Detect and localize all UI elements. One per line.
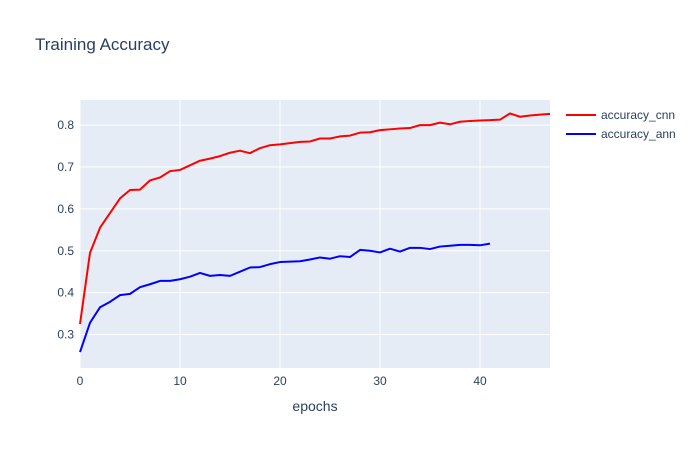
legend-item-accuracy_ann[interactable]: accuracy_ann bbox=[566, 127, 676, 141]
y-tick-label: 0.4 bbox=[57, 286, 74, 300]
series-layer bbox=[79, 112, 551, 353]
y-tick-label: 0.6 bbox=[57, 202, 74, 216]
series-line-accuracy_ann bbox=[79, 242, 491, 353]
x-tick-label: 0 bbox=[77, 374, 84, 388]
x-axis-ticks: 0 10 20 30 40 bbox=[77, 374, 487, 388]
y-tick-label: 0.3 bbox=[57, 328, 74, 342]
legend-item-accuracy_cnn[interactable]: accuracy_cnn bbox=[566, 108, 675, 122]
series-line-accuracy_cnn bbox=[79, 112, 551, 325]
y-axis-ticks: 0.3 0.4 0.5 0.6 0.7 0.8 bbox=[57, 118, 74, 341]
legend-label: accuracy_ann bbox=[601, 127, 676, 141]
chart-title: Training Accuracy bbox=[35, 35, 170, 54]
x-tick-label: 20 bbox=[273, 374, 287, 388]
legend-label: accuracy_cnn bbox=[601, 108, 675, 122]
y-gridlines bbox=[80, 124, 550, 335]
y-tick-label: 0.7 bbox=[57, 160, 74, 174]
x-tick-label: 10 bbox=[173, 374, 187, 388]
y-tick-label: 0.5 bbox=[57, 244, 74, 258]
x-axis-title: epochs bbox=[292, 398, 337, 414]
y-tick-label: 0.8 bbox=[57, 118, 74, 132]
x-tick-label: 40 bbox=[473, 374, 487, 388]
x-tick-label: 30 bbox=[373, 374, 387, 388]
plot-area bbox=[80, 100, 550, 368]
x-gridlines bbox=[79, 100, 481, 368]
legend[interactable]: accuracy_cnn accuracy_ann bbox=[566, 108, 676, 141]
